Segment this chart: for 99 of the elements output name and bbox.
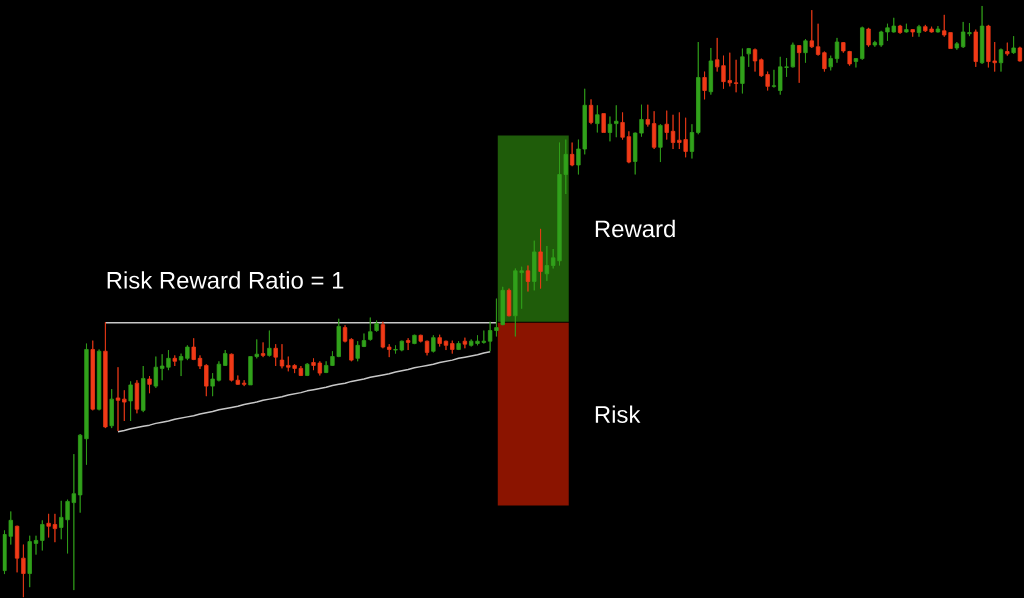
candlestick [645,104,650,127]
candlestick [368,316,373,341]
candlestick [973,29,978,68]
candlestick [40,519,45,551]
candlestick [525,264,531,292]
candlestick [866,27,871,47]
candlestick [689,123,695,159]
candlestick [122,389,127,422]
candlestick [462,337,468,349]
candlestick [664,110,669,140]
candlestick [998,47,1004,72]
candlestick [872,40,878,47]
candlestick [191,337,196,361]
candlestick [532,240,537,291]
candlestick [601,112,606,133]
candlestick [935,25,941,33]
candlestick [418,334,423,343]
candlestick [979,5,985,65]
candlestick [361,332,367,348]
candlestick [538,228,543,289]
candlestick [746,47,751,68]
candlestick [1005,42,1010,56]
candlestick [96,348,102,411]
candlestick [412,334,417,345]
candlestick [569,141,575,167]
candlestick [443,340,449,351]
candlestick [740,47,745,94]
candlestick [437,334,442,347]
candlestick [702,71,707,100]
candlestick [128,380,133,422]
candlestick [797,44,802,84]
candlestick [500,286,505,326]
candlestick [267,329,272,357]
candlestick [147,375,152,394]
candlestick [910,28,915,37]
candlestick [614,104,619,138]
candlestick [456,340,461,351]
candlestick [260,341,266,358]
candlestick [708,47,714,95]
candlestick [273,343,278,367]
candlestick [1017,46,1023,62]
annotation: Risk Reward Ratio = 1 [107,271,344,289]
candlestick [809,9,814,49]
candlestick [355,340,360,362]
candlestick [828,55,833,71]
candlestick [506,287,512,317]
candlestick [178,353,184,377]
band-label: Reward [595,219,675,238]
candlestick [658,123,663,163]
candlestick [46,513,51,538]
candlestick [380,321,386,349]
candlestick [752,47,758,72]
candlestick [241,379,247,387]
candlestick [405,337,411,351]
candlestick [27,535,32,588]
candlestick [670,114,676,150]
candlestick [904,23,909,33]
candlestick [431,334,436,353]
band-label: Risk [595,405,641,423]
candlestick [544,245,550,282]
candlestick [424,340,430,356]
candlestick [52,513,58,543]
candlestick [733,59,739,93]
candlestick [153,355,159,389]
candlestick [853,57,859,68]
candlestick [374,319,379,332]
candlestick [803,38,808,63]
candlestick [696,41,701,135]
candlestick [954,41,960,50]
candlestick [897,24,903,34]
candlestick [771,69,777,88]
candlestick [115,366,121,432]
candlestick [834,37,840,63]
candlestick [134,379,140,414]
candlestick [588,98,594,125]
candlestick [595,104,600,133]
candlestick [216,360,222,382]
candlestick [607,115,613,142]
candlestick [450,340,455,354]
candlestick [103,321,108,429]
candlestick [349,337,354,362]
candlestick [109,388,114,429]
candlestick [210,372,215,397]
candlestick [1011,35,1016,55]
candlestick [172,354,177,367]
candlestick [223,349,228,367]
candlestick [197,354,203,370]
candlestick [387,343,392,358]
candlestick [279,343,285,369]
candlestick [185,344,190,361]
candlestick [342,324,348,343]
candlestick [33,535,39,555]
candlestick [651,110,657,150]
candlestick [204,363,209,397]
candlestick [916,24,922,37]
candlestick [141,365,146,413]
candlestick [860,26,865,60]
candlestick [305,362,310,377]
candlestick [90,340,95,411]
